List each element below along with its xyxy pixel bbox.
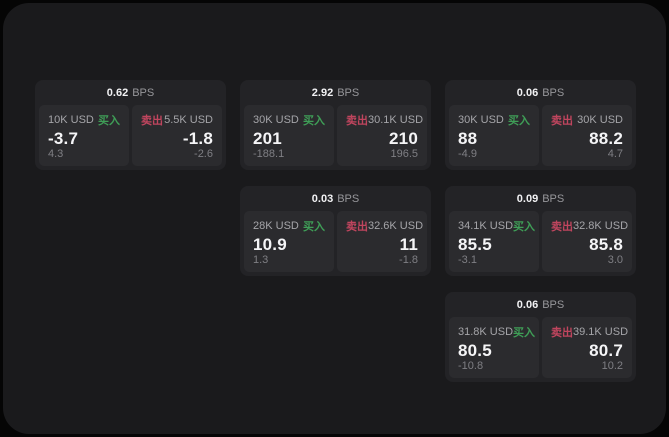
buy-tile[interactable]: 28K USD 买入 10.9 1.3 — [244, 211, 334, 272]
buy-tile[interactable]: 31.8K USD 买入 80.5 -10.8 — [449, 317, 539, 378]
buy-price: -3.7 — [48, 128, 79, 148]
sell-tile[interactable]: 卖出 30.1K USD 210 196.5 — [337, 105, 427, 166]
quote-card-2: 2.92 BPS 30K USD 买入 201 -188.1 卖出 30.1K … — [240, 80, 431, 170]
buy-price: 10.9 — [253, 234, 287, 254]
buy-amount: 30K USD — [253, 114, 299, 126]
bps-value: 0.06 — [516, 298, 539, 311]
sell-delta: 4.7 — [607, 148, 623, 160]
sell-button[interactable]: 卖出 — [346, 115, 368, 127]
tiles-row: 10K USD 买入 -3.7 4.3 卖出 5.5K USD -1.8 -2.… — [35, 105, 226, 170]
buy-button[interactable]: 买入 — [98, 115, 120, 127]
sell-price: 80.7 — [589, 340, 623, 360]
quote-card-4: 0.03 BPS 28K USD 买入 10.9 1.3 卖出 32.6K US… — [240, 186, 431, 276]
sell-price: -1.8 — [182, 128, 213, 148]
quote-card-3: 0.06 BPS 30K USD 买入 88 -4.9 卖出 30K USD — [445, 80, 636, 170]
bps-header: 0.06 BPS — [445, 80, 636, 105]
quote-card-1: 0.62 BPS 10K USD 买入 -3.7 4.3 卖出 5.5K USD — [35, 80, 226, 170]
buy-delta: -3.1 — [458, 254, 477, 266]
bps-unit: BPS — [542, 298, 565, 311]
sell-amount: 39.1K USD — [573, 326, 629, 338]
sell-delta: -2.6 — [194, 148, 213, 160]
buy-delta: 1.3 — [253, 254, 269, 266]
bps-unit: BPS — [132, 86, 155, 99]
sell-price: 11 — [399, 234, 418, 254]
bps-unit: BPS — [542, 86, 565, 99]
quote-card-6: 0.06 BPS 31.8K USD 买入 80.5 -10.8 卖出 39.1… — [445, 292, 636, 382]
sell-tile[interactable]: 卖出 39.1K USD 80.7 10.2 — [542, 317, 632, 378]
sell-amount: 5.5K USD — [164, 114, 213, 126]
buy-button[interactable]: 买入 — [513, 221, 536, 233]
buy-tile[interactable]: 30K USD 买入 201 -188.1 — [244, 105, 334, 166]
sell-amount: 32.8K USD — [573, 220, 629, 232]
buy-tile[interactable]: 10K USD 买入 -3.7 4.3 — [39, 105, 129, 166]
quote-card-5: 0.09 BPS 34.1K USD 买入 85.5 -3.1 卖出 32.8K… — [445, 186, 636, 276]
sell-tile[interactable]: 卖出 30K USD 88.2 4.7 — [542, 105, 632, 166]
sell-button[interactable]: 卖出 — [551, 327, 573, 339]
quote-grid: 0.62 BPS 10K USD 买入 -3.7 4.3 卖出 5.5K USD — [35, 80, 636, 382]
sell-amount: 30.1K USD — [368, 114, 424, 126]
bps-value: 0.06 — [516, 86, 539, 99]
bps-value: 0.09 — [516, 192, 539, 205]
bps-header: 0.09 BPS — [445, 186, 636, 211]
sell-button[interactable]: 卖出 — [141, 115, 163, 127]
buy-button[interactable]: 买入 — [303, 221, 325, 233]
sell-delta: 3.0 — [607, 254, 623, 266]
sell-tile[interactable]: 卖出 32.6K USD 11 -1.8 — [337, 211, 427, 272]
bps-unit: BPS — [337, 192, 360, 205]
sell-delta: -1.8 — [399, 254, 418, 266]
sell-delta: 10.2 — [601, 360, 623, 372]
buy-amount: 34.1K USD — [458, 220, 514, 232]
sell-button[interactable]: 卖出 — [551, 115, 573, 127]
buy-price: 201 — [253, 128, 282, 148]
buy-button[interactable]: 买入 — [513, 327, 536, 339]
sell-button[interactable]: 卖出 — [346, 221, 368, 233]
bps-header: 0.06 BPS — [445, 292, 636, 317]
buy-price: 85.5 — [458, 234, 492, 254]
buy-tile[interactable]: 34.1K USD 买入 85.5 -3.1 — [449, 211, 539, 272]
tiles-row: 34.1K USD 买入 85.5 -3.1 卖出 32.8K USD 85.8… — [445, 211, 636, 276]
tiles-row: 30K USD 买入 88 -4.9 卖出 30K USD 88.2 4.7 — [445, 105, 636, 170]
buy-amount: 31.8K USD — [458, 326, 514, 338]
buy-tile[interactable]: 30K USD 买入 88 -4.9 — [449, 105, 539, 166]
tiles-row: 30K USD 买入 201 -188.1 卖出 30.1K USD 210 1… — [240, 105, 431, 170]
buy-delta: -4.9 — [458, 148, 477, 160]
sell-tile[interactable]: 卖出 32.8K USD 85.8 3.0 — [542, 211, 632, 272]
main-panel: 0.62 BPS 10K USD 买入 -3.7 4.3 卖出 5.5K USD — [3, 3, 666, 434]
buy-price: 80.5 — [458, 340, 492, 360]
bps-header: 0.62 BPS — [35, 80, 226, 105]
sell-button[interactable]: 卖出 — [551, 221, 573, 233]
bps-value: 0.62 — [106, 86, 129, 99]
bps-header: 2.92 BPS — [240, 80, 431, 105]
tiles-row: 28K USD 买入 10.9 1.3 卖出 32.6K USD 11 -1.8 — [240, 211, 431, 276]
buy-amount: 30K USD — [458, 114, 504, 126]
buy-price: 88 — [458, 128, 478, 148]
bps-unit: BPS — [337, 86, 360, 99]
sell-tile[interactable]: 卖出 5.5K USD -1.8 -2.6 — [132, 105, 222, 166]
sell-price: 210 — [389, 128, 418, 148]
bps-unit: BPS — [542, 192, 565, 205]
sell-price: 85.8 — [589, 234, 623, 254]
buy-amount: 10K USD — [48, 114, 94, 126]
buy-amount: 28K USD — [253, 220, 299, 232]
tiles-row: 31.8K USD 买入 80.5 -10.8 卖出 39.1K USD 80.… — [445, 317, 636, 382]
buy-button[interactable]: 买入 — [508, 115, 530, 127]
buy-delta: 4.3 — [48, 148, 64, 160]
bps-value: 2.92 — [311, 86, 334, 99]
buy-button[interactable]: 买入 — [303, 115, 325, 127]
buy-delta: -188.1 — [253, 148, 285, 160]
sell-price: 88.2 — [589, 128, 623, 148]
sell-amount: 30K USD — [577, 114, 623, 126]
bps-header: 0.03 BPS — [240, 186, 431, 211]
sell-amount: 32.6K USD — [368, 220, 424, 232]
sell-delta: 196.5 — [390, 148, 418, 160]
buy-delta: -10.8 — [458, 360, 484, 372]
bps-value: 0.03 — [311, 192, 334, 205]
